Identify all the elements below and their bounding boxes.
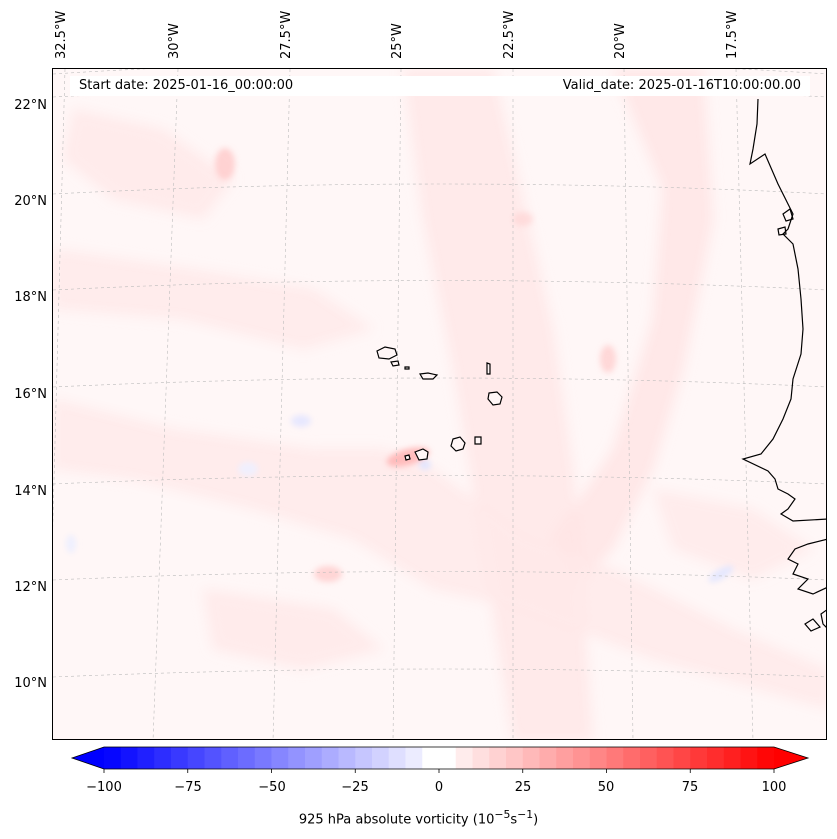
colorbar-segment: [506, 747, 524, 769]
colorbar-extend-max: [774, 747, 808, 769]
lat-label-18n: 18°N: [14, 290, 47, 305]
lon-label-25w: 25°W: [390, 23, 405, 59]
colorbar-segment: [221, 747, 239, 769]
lon-label-27-5w: 27.5°W: [279, 10, 294, 59]
colorbar-extend-min: [72, 747, 104, 769]
colorbar-tick: 100: [761, 780, 787, 795]
start-date-label: Start date: 2025-01-16_00:00:00: [79, 78, 294, 93]
canary-fragment: [777, 208, 794, 236]
colorbar-segment: [757, 747, 775, 769]
lon-label-30w: 30°W: [167, 23, 182, 59]
colorbar-tick: −25: [341, 780, 369, 795]
colorbar-tick: 0: [434, 780, 444, 795]
colorbar-segment: [690, 747, 708, 769]
colorbar-tick: 50: [597, 780, 615, 795]
colorbar-segment: [154, 747, 172, 769]
lat-label-10n: 10°N: [14, 676, 47, 691]
colorbar-segment: [556, 747, 574, 769]
colorbar-segment: [589, 747, 607, 769]
colorbar-segment: [187, 747, 205, 769]
colorbar-segment: [573, 747, 591, 769]
colorbar-segment: [606, 747, 624, 769]
colorbar-segment: [405, 747, 423, 769]
valid-date-label: Valid_date: 2025-01-16T10:00:00.00: [562, 78, 801, 93]
colorbar-segment: [623, 747, 641, 769]
colorbar-segment: [355, 747, 373, 769]
colorbar: [70, 746, 810, 773]
colorbar-segment: [338, 747, 356, 769]
lat-label-20n: 20°N: [14, 194, 47, 209]
colorbar-segment: [422, 747, 440, 769]
lon-label-22-5w: 22.5°W: [502, 10, 517, 59]
colorbar-segment: [238, 747, 256, 769]
colorbar-segment: [439, 747, 457, 769]
colorbar-segment: [204, 747, 222, 769]
colorbar-tick: 25: [514, 780, 532, 795]
colorbar-segment: [104, 747, 122, 769]
colorbar-segment: [388, 747, 406, 769]
colorbar-segment: [120, 747, 138, 769]
colorbar-segment: [640, 747, 658, 769]
colorbar-segment: [522, 747, 540, 769]
cape-verde-islands: [376, 346, 503, 461]
header-info-bar: [70, 76, 810, 96]
lat-label-16n: 16°N: [14, 387, 47, 402]
lon-label-17-5w: 17.5°W: [725, 10, 740, 59]
colorbar-segment: [305, 747, 323, 769]
vorticity-field: [53, 69, 826, 739]
lat-label-12n: 12°N: [14, 580, 47, 595]
colorbar-segment: [740, 747, 758, 769]
colorbar-segment: [171, 747, 189, 769]
colorbar-tick: −100: [86, 780, 122, 795]
colorbar-tick: −50: [258, 780, 286, 795]
colorbar-segment: [656, 747, 674, 769]
colorbar-label: 925 hPa absolute vorticity (10−5s−1): [298, 808, 539, 828]
map-panel[interactable]: [52, 68, 827, 740]
colorbar-segment: [455, 747, 473, 769]
lat-label-14n: 14°N: [14, 484, 47, 499]
colorbar-segment: [372, 747, 390, 769]
lat-label-22n: 22°N: [14, 98, 47, 113]
africa-coastline-south: [787, 538, 826, 632]
lon-label-20w: 20°W: [613, 23, 628, 59]
positive-vorticity-shading: [53, 69, 826, 739]
colorbar-segment: [254, 747, 272, 769]
graticule: [53, 69, 826, 739]
colorbar-tick: −75: [174, 780, 202, 795]
colorbar-tick: 75: [681, 780, 699, 795]
colorbar-segment: [288, 747, 306, 769]
africa-coastline: [741, 98, 826, 522]
colorbar-segment: [707, 747, 725, 769]
colorbar-segment: [137, 747, 155, 769]
colorbar-segment: [489, 747, 507, 769]
colorbar-segment: [723, 747, 741, 769]
colorbar-segment: [472, 747, 490, 769]
colorbar-segment: [673, 747, 691, 769]
colorbar-segment: [271, 747, 289, 769]
lon-label-32-5w: 32.5°W: [54, 10, 69, 59]
colorbar-segment: [321, 747, 339, 769]
colorbar-segment: [539, 747, 557, 769]
